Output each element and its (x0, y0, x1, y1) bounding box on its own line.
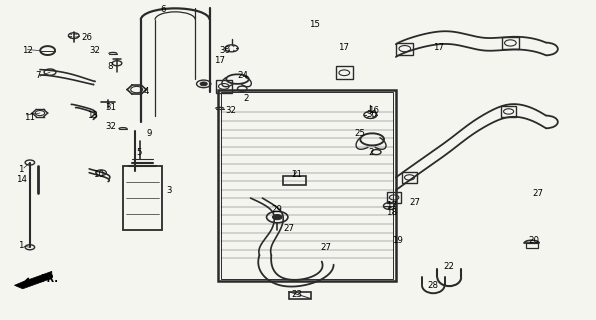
Text: 24: 24 (237, 71, 249, 80)
Text: 32: 32 (226, 106, 237, 115)
Text: 2: 2 (243, 94, 249, 103)
Text: 2: 2 (368, 148, 374, 156)
Text: 8: 8 (107, 62, 113, 71)
Bar (501, 106, 516, 117)
Text: 13: 13 (88, 111, 98, 120)
Text: FR.: FR. (40, 274, 58, 284)
Text: 11: 11 (24, 113, 35, 122)
Bar (526, 243, 538, 248)
Text: 29: 29 (271, 205, 282, 214)
Text: 17: 17 (214, 56, 225, 65)
Text: 9: 9 (147, 129, 152, 138)
Text: 30: 30 (366, 109, 377, 118)
Bar (221, 92, 393, 279)
Bar (123, 166, 162, 230)
Text: 6: 6 (160, 5, 166, 14)
Text: 3: 3 (166, 186, 172, 195)
Bar (336, 67, 353, 79)
Text: 16: 16 (368, 106, 379, 115)
Text: 14: 14 (16, 174, 27, 184)
Circle shape (200, 82, 207, 86)
Text: 27: 27 (409, 198, 421, 207)
Bar (402, 172, 417, 183)
Text: 26: 26 (82, 33, 92, 42)
Text: 27: 27 (283, 224, 294, 233)
Text: 17: 17 (386, 202, 397, 211)
Bar (502, 37, 519, 49)
Text: 27: 27 (321, 243, 331, 252)
Text: 15: 15 (309, 20, 319, 29)
Text: 20: 20 (528, 236, 539, 245)
Text: 30: 30 (220, 46, 231, 55)
Text: 17: 17 (339, 43, 349, 52)
Bar (387, 192, 401, 203)
Text: 32: 32 (105, 122, 116, 131)
Text: 17: 17 (433, 43, 444, 52)
Bar (218, 90, 396, 281)
Text: 4: 4 (144, 87, 149, 96)
Text: 28: 28 (427, 281, 438, 290)
Text: 1: 1 (18, 241, 23, 250)
Bar (396, 43, 413, 55)
Text: 23: 23 (291, 290, 302, 299)
Text: 27: 27 (532, 189, 544, 198)
Text: 1: 1 (18, 165, 23, 174)
Bar (283, 176, 306, 185)
Text: 12: 12 (22, 46, 33, 55)
Text: 32: 32 (89, 46, 100, 55)
Text: 18: 18 (386, 208, 397, 217)
Text: 25: 25 (355, 129, 365, 138)
Text: 7: 7 (36, 71, 41, 80)
Text: 22: 22 (443, 262, 454, 271)
Circle shape (272, 215, 282, 220)
Polygon shape (14, 271, 52, 289)
Text: 19: 19 (392, 236, 403, 245)
Text: 5: 5 (136, 148, 142, 156)
Bar (216, 80, 232, 93)
Bar (288, 292, 311, 299)
Text: 10: 10 (94, 170, 104, 179)
Text: 31: 31 (105, 103, 116, 112)
Text: 21: 21 (291, 170, 302, 179)
